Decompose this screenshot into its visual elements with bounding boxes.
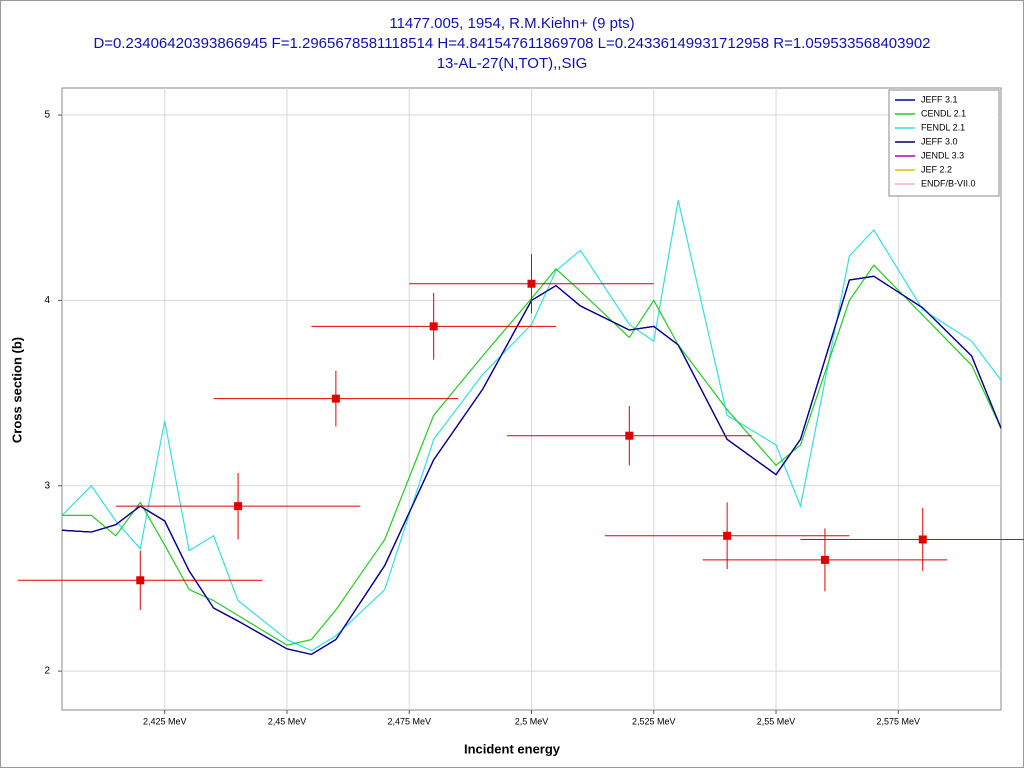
data-point xyxy=(625,431,634,440)
legend-label: JEF 2.2 xyxy=(921,164,952,174)
data-point xyxy=(723,531,732,540)
legend-label: ENDF/B-VII.0 xyxy=(921,178,976,188)
data-point xyxy=(527,279,536,288)
x-axis-label: Incident energy xyxy=(464,741,561,756)
y-axis-label: Cross section (b) xyxy=(9,337,24,443)
y-tick-label: 5 xyxy=(44,110,50,121)
series-line xyxy=(61,275,1002,656)
chart-title: 11477.005, 1954, R.M.Kiehn+ (9 pts) xyxy=(389,15,634,32)
x-tick-label: 2,425 MeV xyxy=(143,716,187,726)
x-tick-label: 2,475 MeV xyxy=(387,716,431,726)
x-tick-label: 2,5 MeV xyxy=(515,716,549,726)
y-tick-label: 3 xyxy=(44,480,50,491)
data-point xyxy=(331,394,340,403)
chart-subtitle: D=0.23406420393866945 F=1.29656785811185… xyxy=(93,35,930,52)
y-tick-label: 2 xyxy=(44,666,50,677)
series-line xyxy=(62,264,1002,646)
reaction: 13-AL-27(N,TOT),,SIG xyxy=(437,55,588,72)
series-line xyxy=(61,200,1002,652)
x-tick-label: 2,45 MeV xyxy=(268,716,307,726)
x-tick-label: 2,55 MeV xyxy=(757,716,796,726)
legend-label: JENDL 3.3 xyxy=(921,150,964,160)
legend-label: FENDL 2.1 xyxy=(921,122,965,132)
data-point xyxy=(136,576,145,585)
data-point xyxy=(918,535,927,544)
legend-label: JEFF 3.0 xyxy=(921,136,958,146)
legend-label: CENDL 2.1 xyxy=(921,108,966,118)
data-point xyxy=(820,555,829,564)
data-point xyxy=(429,322,438,331)
legend-label: JEFF 3.1 xyxy=(921,94,958,104)
x-tick-label: 2,525 MeV xyxy=(632,716,676,726)
data-point xyxy=(234,502,243,511)
y-tick-label: 4 xyxy=(44,295,50,306)
legend-box xyxy=(888,89,1000,197)
x-tick-label: 2,575 MeV xyxy=(877,716,921,726)
